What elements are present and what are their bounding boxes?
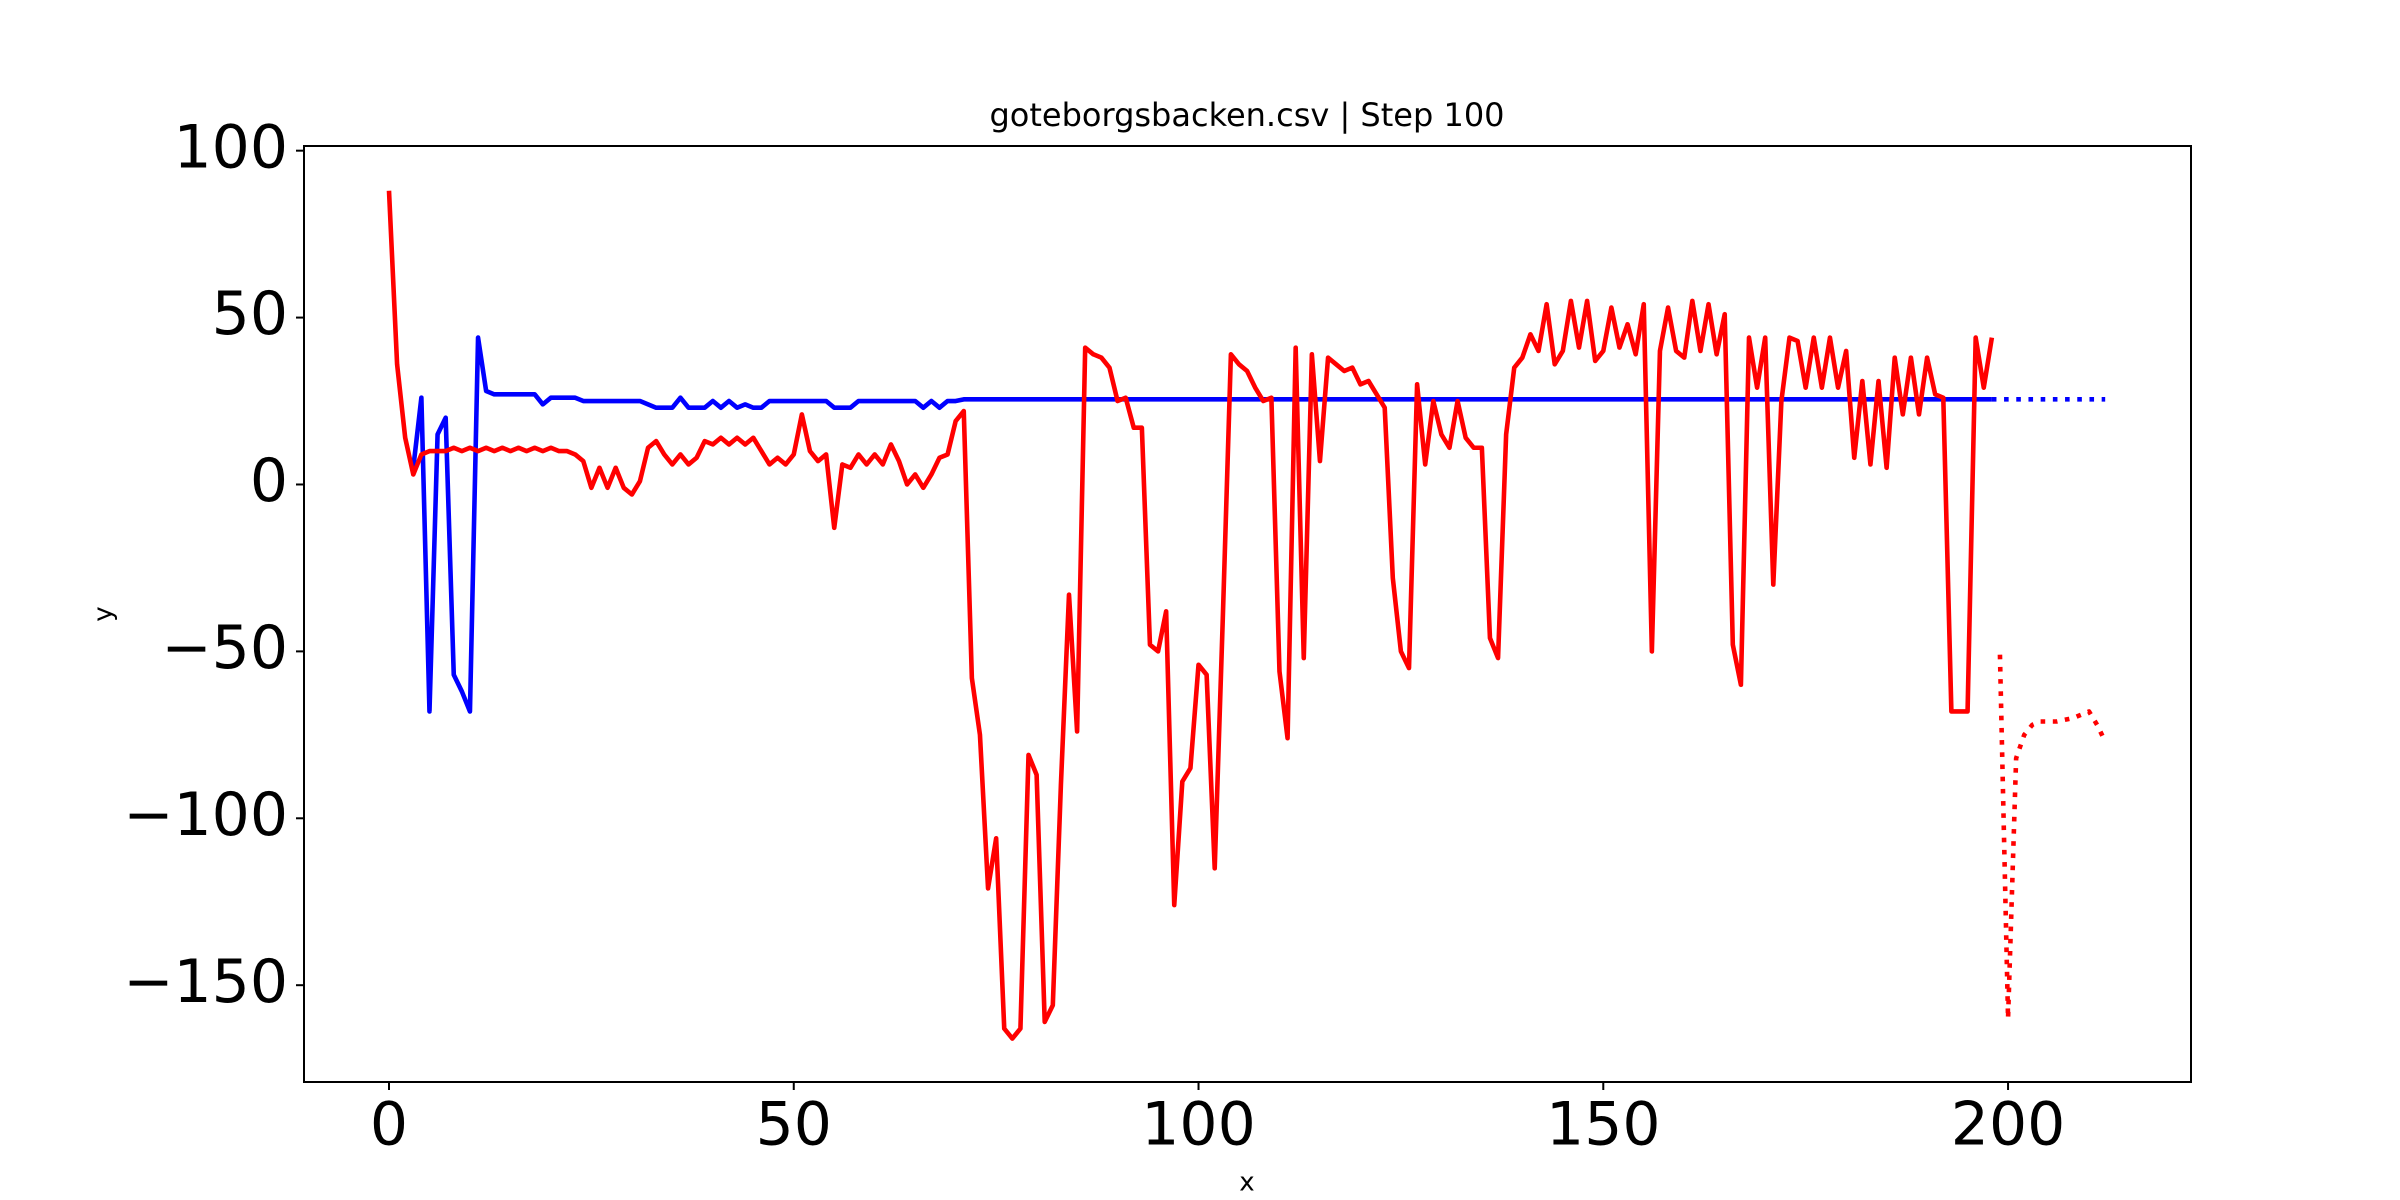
y-tick-label: −50	[161, 613, 288, 683]
data-line	[1997, 654, 2108, 1021]
x-tick-label: 200	[1951, 1090, 2066, 1160]
y-tick-label: −100	[123, 780, 288, 850]
data-line	[411, 335, 1992, 714]
plot-frame	[303, 145, 2192, 1083]
y-axis-label: y	[89, 606, 119, 621]
chart-title: goteborgsbacken.csv | Step 100	[989, 96, 1504, 134]
y-tick-label: 0	[250, 446, 288, 516]
y-tick-label: 50	[212, 279, 288, 349]
x-tick-label: 0	[370, 1090, 408, 1160]
x-tick-label: 50	[756, 1090, 832, 1160]
x-axis-label: x	[1239, 1168, 1254, 1198]
y-tick-label: 100	[173, 112, 288, 182]
x-tick-label: 100	[1141, 1090, 1256, 1160]
y-tick-label: −150	[123, 947, 288, 1017]
data-line	[386, 190, 1995, 1041]
x-tick-label: 150	[1546, 1090, 1661, 1160]
